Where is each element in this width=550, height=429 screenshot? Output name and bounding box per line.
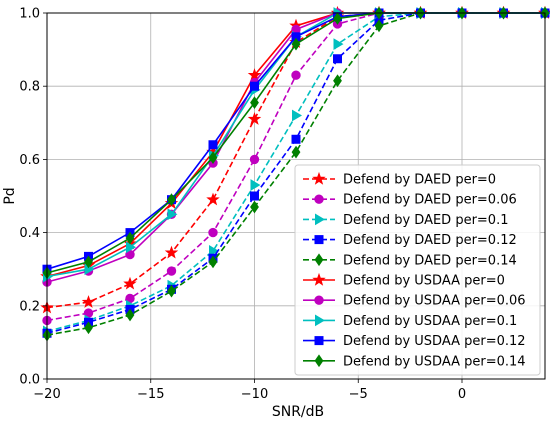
y-axis-label: Pd xyxy=(2,187,18,204)
data-point xyxy=(167,267,175,275)
legend-marker xyxy=(315,337,323,345)
x-tick-label: 0 xyxy=(458,387,466,402)
y-tick-label: 1.0 xyxy=(19,7,40,22)
y-tick-label: 0.4 xyxy=(19,226,40,241)
y-tick-label: 0.6 xyxy=(19,153,40,168)
data-point xyxy=(251,192,259,200)
x-tick-label: −20 xyxy=(33,387,60,402)
legend-label: Defend by USDAA per=0.1 xyxy=(343,314,517,329)
data-point xyxy=(209,141,217,149)
legend-marker xyxy=(315,236,323,244)
legend-label: Defend by DAED per=0.12 xyxy=(343,233,517,248)
x-tick-label: −15 xyxy=(137,387,164,402)
y-tick-label: 0.8 xyxy=(19,80,40,95)
legend-label: Defend by USDAA per=0 xyxy=(343,274,505,289)
legend-marker xyxy=(315,195,323,203)
legend: Defend by DAED per=0 Defend by DAED per=0… xyxy=(295,165,540,375)
legend-label: Defend by DAED per=0.1 xyxy=(343,213,508,228)
data-point xyxy=(209,228,217,236)
legend-label: Defend by DAED per=0.14 xyxy=(343,253,517,268)
legend-label: Defend by USDAA per=0.14 xyxy=(343,354,526,369)
legend-label: Defend by USDAA per=0.06 xyxy=(343,294,526,309)
data-point xyxy=(292,135,300,143)
legend-label: Defend by DAED per=0 xyxy=(343,173,496,188)
x-tick-label: −10 xyxy=(241,387,268,402)
data-point xyxy=(334,55,342,63)
data-point xyxy=(250,155,258,163)
x-tick-label: −5 xyxy=(349,387,368,402)
legend-label: Defend by USDAA per=0.12 xyxy=(343,334,526,349)
data-point xyxy=(292,71,300,79)
data-point xyxy=(251,82,259,90)
x-axis-label: SNR/dB xyxy=(272,404,324,420)
y-tick-label: 0.0 xyxy=(19,373,40,388)
legend-label: Defend by DAED per=0.06 xyxy=(343,193,517,208)
y-tick-label: 0.2 xyxy=(19,299,40,314)
legend-marker xyxy=(315,296,323,304)
